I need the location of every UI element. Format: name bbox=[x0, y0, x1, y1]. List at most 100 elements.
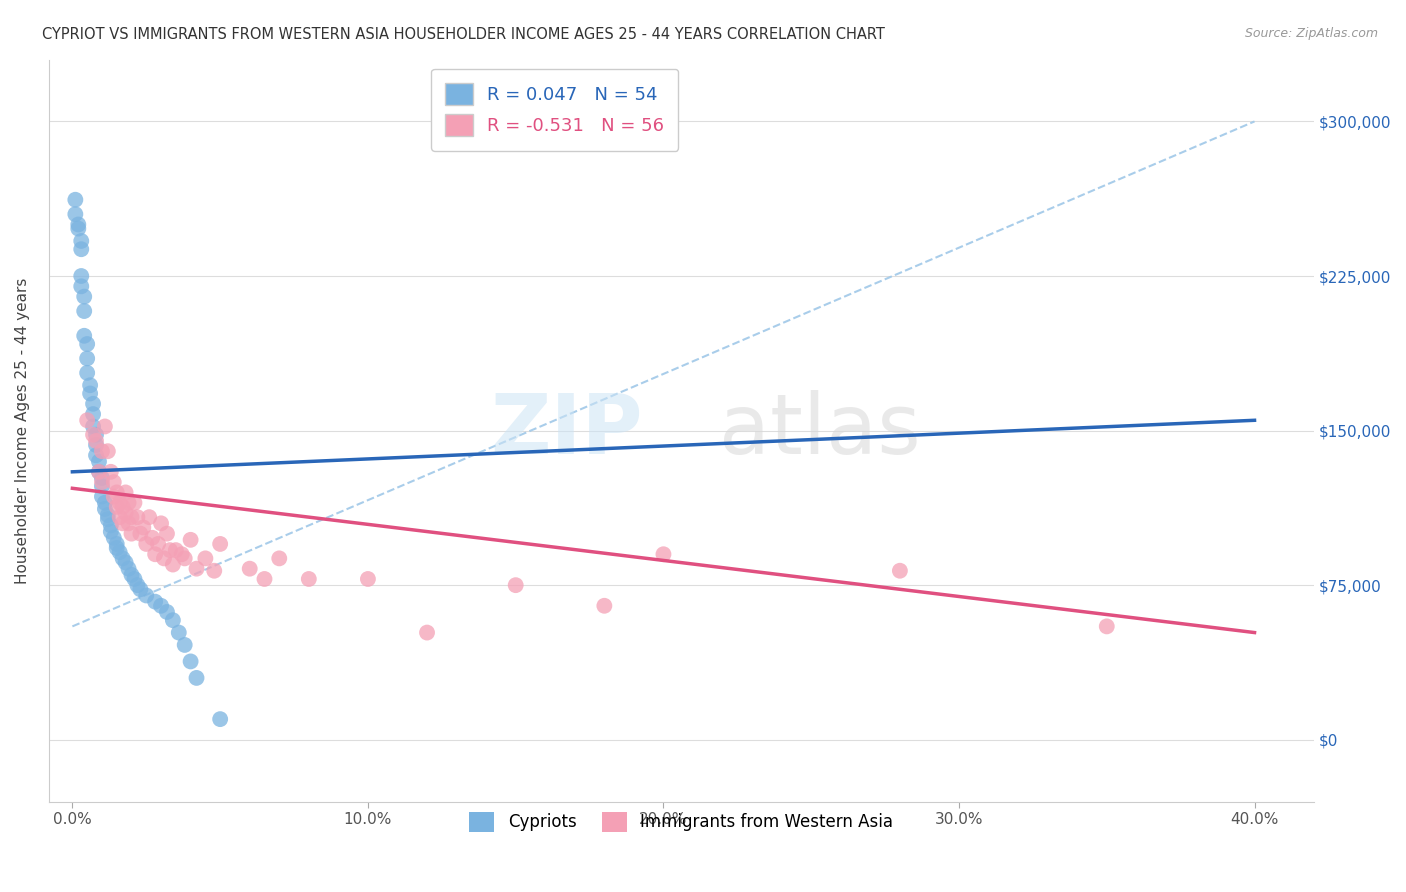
Point bbox=[209, 712, 232, 726]
Point bbox=[117, 562, 139, 576]
Point bbox=[150, 516, 173, 531]
Point bbox=[121, 510, 143, 524]
Point bbox=[87, 465, 110, 479]
Point bbox=[186, 562, 208, 576]
Point bbox=[105, 541, 128, 555]
Point bbox=[108, 496, 131, 510]
Point bbox=[84, 448, 107, 462]
Point bbox=[889, 564, 911, 578]
Point bbox=[97, 508, 120, 522]
Point bbox=[124, 496, 146, 510]
Point bbox=[121, 526, 143, 541]
Point bbox=[87, 465, 110, 479]
Point bbox=[67, 218, 90, 232]
Point bbox=[91, 475, 114, 489]
Point bbox=[357, 572, 380, 586]
Point bbox=[103, 475, 125, 489]
Point bbox=[132, 520, 155, 534]
Point bbox=[150, 599, 173, 613]
Point bbox=[173, 638, 195, 652]
Point bbox=[162, 558, 184, 572]
Point bbox=[652, 547, 675, 561]
Point bbox=[505, 578, 527, 592]
Point bbox=[269, 551, 291, 566]
Point bbox=[84, 427, 107, 442]
Point bbox=[82, 397, 104, 411]
Point bbox=[253, 572, 276, 586]
Point bbox=[114, 485, 136, 500]
Text: atlas: atlas bbox=[718, 390, 921, 471]
Point bbox=[180, 533, 202, 547]
Point bbox=[65, 207, 87, 221]
Point bbox=[162, 613, 184, 627]
Point bbox=[202, 564, 225, 578]
Point bbox=[156, 605, 179, 619]
Point bbox=[65, 193, 87, 207]
Point bbox=[159, 543, 181, 558]
Point bbox=[239, 562, 262, 576]
Point bbox=[108, 510, 131, 524]
Point bbox=[117, 496, 139, 510]
Point bbox=[129, 526, 152, 541]
Point bbox=[70, 234, 93, 248]
Point bbox=[76, 337, 98, 351]
Point bbox=[79, 386, 101, 401]
Text: CYPRIOT VS IMMIGRANTS FROM WESTERN ASIA HOUSEHOLDER INCOME AGES 25 - 44 YEARS CO: CYPRIOT VS IMMIGRANTS FROM WESTERN ASIA … bbox=[42, 27, 884, 42]
Point bbox=[143, 594, 166, 608]
Point bbox=[79, 378, 101, 392]
Point bbox=[165, 543, 187, 558]
Point bbox=[73, 290, 96, 304]
Point bbox=[170, 547, 193, 561]
Point bbox=[298, 572, 321, 586]
Point bbox=[114, 506, 136, 520]
Point bbox=[117, 516, 139, 531]
Point bbox=[114, 556, 136, 570]
Point bbox=[94, 419, 117, 434]
Point bbox=[1095, 619, 1118, 633]
Point bbox=[91, 471, 114, 485]
Point bbox=[143, 547, 166, 561]
Point bbox=[103, 531, 125, 545]
Point bbox=[167, 625, 190, 640]
Point bbox=[121, 567, 143, 582]
Point bbox=[180, 655, 202, 669]
Point bbox=[97, 512, 120, 526]
Point bbox=[593, 599, 616, 613]
Text: ZIP: ZIP bbox=[491, 390, 644, 471]
Point bbox=[73, 328, 96, 343]
Point bbox=[67, 221, 90, 235]
Point bbox=[70, 268, 93, 283]
Legend: Cypriots, Immigrants from Western Asia: Cypriots, Immigrants from Western Asia bbox=[456, 798, 907, 846]
Point bbox=[87, 454, 110, 468]
Point bbox=[127, 578, 149, 592]
Point bbox=[416, 625, 439, 640]
Point bbox=[73, 304, 96, 318]
Point bbox=[127, 510, 149, 524]
Point bbox=[105, 500, 128, 514]
Point bbox=[82, 427, 104, 442]
Point bbox=[153, 551, 176, 566]
Point bbox=[100, 524, 122, 539]
Point bbox=[91, 444, 114, 458]
Point bbox=[100, 465, 122, 479]
Point bbox=[103, 490, 125, 504]
Point bbox=[186, 671, 208, 685]
Point bbox=[111, 516, 134, 531]
Point bbox=[70, 279, 93, 293]
Point bbox=[138, 510, 160, 524]
Point bbox=[111, 551, 134, 566]
Point bbox=[94, 496, 117, 510]
Point bbox=[135, 589, 157, 603]
Point bbox=[146, 537, 169, 551]
Point bbox=[129, 582, 152, 597]
Point bbox=[91, 490, 114, 504]
Point bbox=[108, 545, 131, 559]
Point bbox=[100, 518, 122, 533]
Point bbox=[141, 531, 163, 545]
Point bbox=[76, 351, 98, 366]
Point bbox=[76, 366, 98, 380]
Point bbox=[209, 537, 232, 551]
Point bbox=[94, 502, 117, 516]
Point bbox=[84, 434, 107, 448]
Point bbox=[111, 500, 134, 514]
